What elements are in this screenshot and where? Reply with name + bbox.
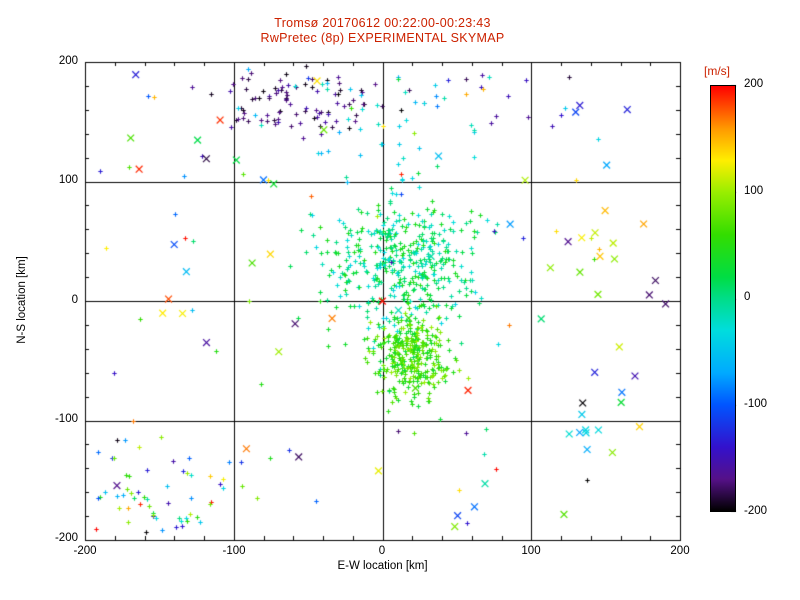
colorbar-tick-label: 100 [744, 185, 764, 197]
y-tick-label: -100 [54, 413, 78, 425]
colorbar-tick-label: -200 [744, 505, 768, 517]
x-tick-label: 200 [670, 545, 690, 557]
y-tick-label: 0 [71, 294, 78, 306]
colorbar-tick-label: -100 [744, 398, 768, 410]
colorbar-unit-label: [m/s] [704, 64, 730, 78]
plot-subtitle: RwPretec (8p) EXPERIMENTAL SKYMAP [260, 31, 505, 45]
y-tick-label: 200 [58, 55, 78, 67]
plot-title: Tromsø 20170612 00:22:00-00:23:43 [274, 16, 491, 30]
colorbar-tick-label: 200 [744, 78, 764, 90]
x-tick-label: 100 [521, 545, 541, 557]
colorbar-tick-label: 0 [744, 291, 751, 303]
y-tick-label: -200 [54, 532, 78, 544]
x-tick-label: -200 [73, 545, 97, 557]
y-axis-label: N-S location [km] [16, 256, 28, 344]
y-tick-label: 100 [58, 174, 78, 186]
x-axis-label: E-W location [km] [337, 560, 428, 572]
x-tick-label: 0 [378, 545, 386, 557]
x-tick-label: -100 [222, 545, 246, 557]
colorbar [710, 85, 736, 512]
